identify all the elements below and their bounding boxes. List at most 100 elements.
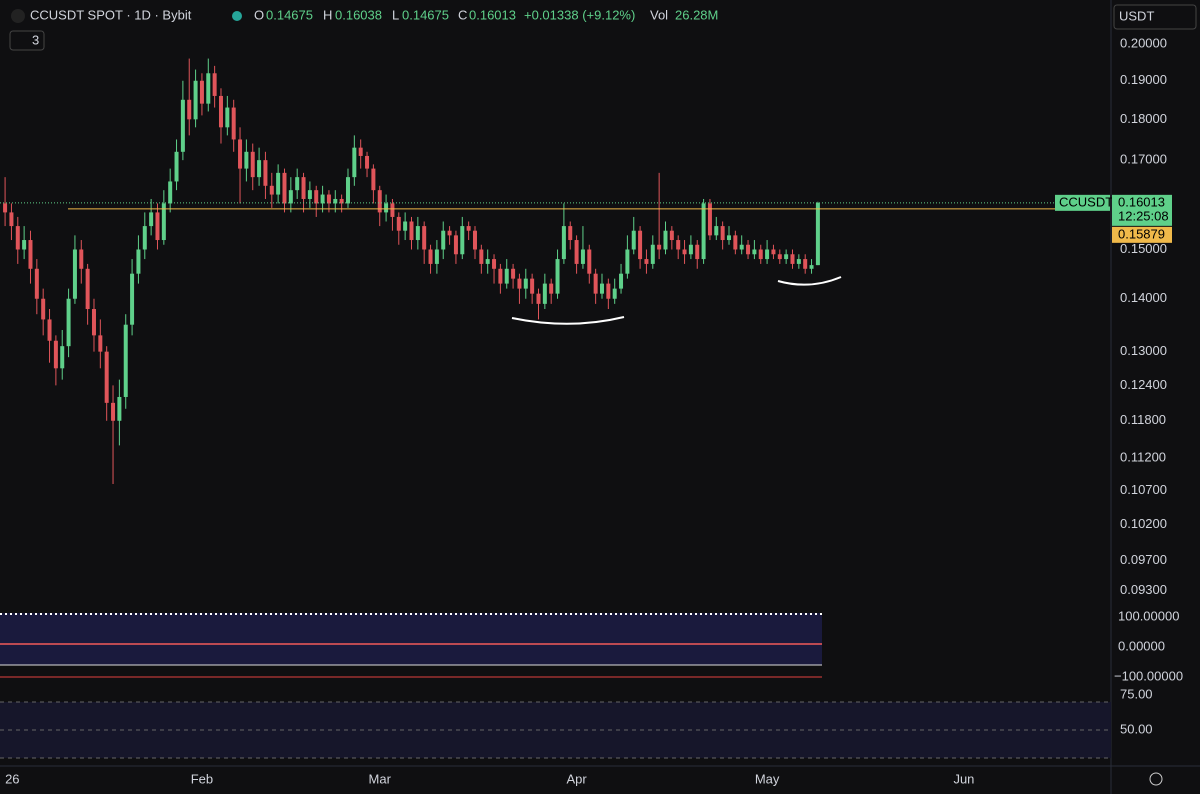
candle-body [466, 226, 471, 231]
candle-body [104, 351, 109, 403]
candle-body [390, 203, 395, 217]
y-tick-label: 0.09700 [1120, 552, 1167, 567]
candle-body [333, 198, 338, 204]
candle-body [60, 346, 65, 369]
candle-body [638, 230, 643, 260]
candle-body [193, 80, 198, 120]
x-tick-label: Feb [191, 771, 213, 786]
currency[interactable]: USDT [1119, 8, 1154, 23]
candle-body [218, 95, 223, 128]
candle-body [720, 226, 725, 241]
candle-body [549, 283, 554, 294]
candle-body [460, 226, 465, 255]
osc-tick: 100.00000 [1118, 608, 1179, 623]
candle-body [371, 168, 376, 191]
x-tick-label: May [755, 771, 780, 786]
candle-body [111, 402, 116, 421]
y-tick-label: 0.19000 [1120, 72, 1167, 87]
candle-body [574, 240, 579, 264]
candle-body [206, 73, 211, 104]
vol-value: 26.28M [675, 7, 718, 22]
candle-body [771, 249, 776, 255]
badge[interactable]: 3 [32, 32, 39, 47]
marker-tag: 0.15879 [1118, 226, 1165, 241]
candle-body [644, 259, 649, 264]
annotation-curve [511, 316, 625, 325]
candle-body [136, 249, 141, 274]
settings-icon[interactable] [1149, 772, 1163, 786]
change: +0.01338 (+9.12%) [524, 7, 635, 22]
candle-body [790, 254, 795, 264]
candle-body [28, 240, 33, 269]
candle-body [695, 244, 700, 260]
symbol: CCUSDT SPOT · 1D · Bybit [30, 7, 192, 22]
candle-body [479, 249, 484, 264]
x-tick-label: Mar [369, 771, 392, 786]
candle-body [91, 309, 96, 336]
candle-body [498, 268, 503, 284]
candle-body [244, 151, 249, 169]
price-tag-bg [1055, 194, 1110, 211]
candle-body [555, 259, 560, 294]
candle-body [155, 212, 160, 241]
y-tick-label: 0.10700 [1120, 482, 1167, 497]
candle-body [746, 244, 751, 255]
candle-body [396, 216, 401, 231]
candle-body [174, 151, 179, 182]
vol-label: Vol [650, 7, 668, 22]
candle-body [98, 335, 103, 352]
y-tick-label: 0.11200 [1120, 449, 1166, 464]
candle-body [619, 273, 624, 289]
candle-body [117, 396, 122, 421]
symbol-icon [11, 9, 25, 23]
candle-body [434, 249, 439, 264]
candle-body [726, 235, 731, 241]
candle-body [34, 268, 39, 299]
candle-body [707, 203, 712, 236]
candle-body [485, 259, 490, 264]
candle-body [777, 254, 782, 260]
candle-body [580, 249, 585, 264]
y-tick-label: 0.20000 [1120, 36, 1167, 51]
currency-select[interactable] [1113, 4, 1197, 30]
y-tick-label: 0.13000 [1120, 343, 1167, 358]
status-dot [232, 11, 242, 21]
x-tick-label: Apr [566, 771, 587, 786]
candle-body [403, 221, 408, 231]
candle-body [377, 190, 382, 213]
candle-body [447, 230, 452, 236]
candle-body [53, 340, 58, 369]
candle-body [301, 177, 306, 199]
candle-body [320, 194, 325, 204]
rsi-tick: 75.00 [1120, 686, 1153, 701]
candle-body [809, 265, 814, 269]
y-tick-label: 0.09300 [1120, 582, 1167, 597]
candle-body [225, 107, 230, 128]
candle-body [803, 259, 808, 269]
candle-body [130, 273, 135, 325]
candle-body [199, 80, 204, 104]
candle-body [142, 226, 147, 250]
c-value: 0.16013 [469, 7, 516, 22]
candle-body [409, 221, 414, 241]
candle-body [307, 190, 312, 199]
candle-body [3, 203, 8, 213]
candle-body [701, 203, 706, 260]
candle-body [536, 293, 541, 304]
candle-body [282, 172, 287, 204]
candle-body [714, 226, 719, 236]
badge-box[interactable] [9, 30, 45, 51]
candle-body [523, 278, 528, 289]
candle-body [288, 190, 293, 204]
candle-body [149, 212, 154, 227]
candle-body [561, 226, 566, 260]
candle-body [123, 324, 128, 397]
candle-body [587, 249, 592, 274]
price-tag-value: 0.16013 [1118, 194, 1165, 209]
candle-body [650, 244, 655, 264]
candle-body [263, 160, 268, 186]
candle-body [530, 278, 535, 294]
candle-body [663, 230, 668, 250]
y-tick-label: 0.14000 [1120, 290, 1167, 305]
countdown: 12:25:08 [1118, 208, 1169, 223]
